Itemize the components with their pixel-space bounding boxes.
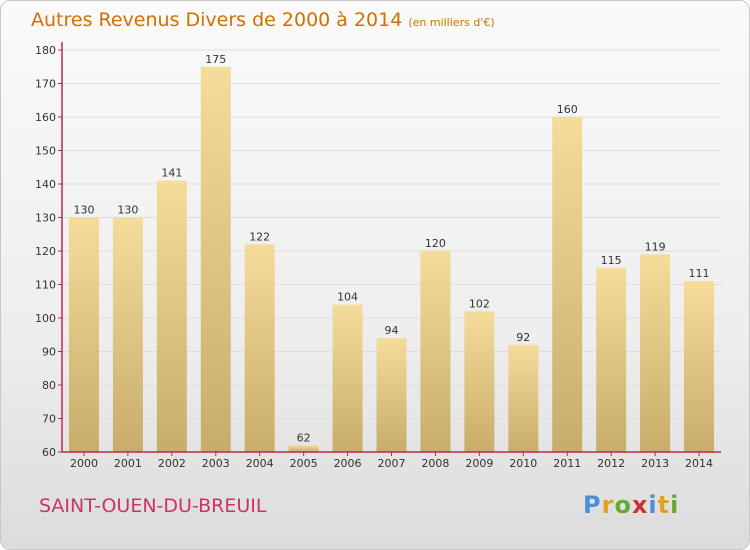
x-tick-label: 2009 bbox=[465, 457, 493, 470]
data-labels: 130 130 141 175 122 62 104 94 120 102 92 160 115 119 1… bbox=[73, 53, 709, 445]
axes: 60 70 80 90 100 110 120 130 140 150 160 170 180 2000 2… bbox=[35, 42, 721, 470]
y-tick-label: 170 bbox=[35, 78, 56, 91]
data-label: 141 bbox=[161, 167, 182, 180]
x-tick-label: 2002 bbox=[158, 457, 186, 470]
bar bbox=[552, 117, 583, 452]
x-tick-label: 2014 bbox=[685, 457, 713, 470]
y-tick-label: 120 bbox=[35, 245, 56, 258]
x-tick-label: 2010 bbox=[509, 457, 537, 470]
data-label: 120 bbox=[425, 237, 446, 250]
y-tick-label: 100 bbox=[35, 312, 56, 325]
data-label: 122 bbox=[249, 230, 270, 243]
data-label: 62 bbox=[297, 431, 311, 444]
x-tick-label: 2003 bbox=[202, 457, 230, 470]
y-tick-label: 110 bbox=[35, 279, 56, 292]
bar bbox=[684, 281, 715, 452]
data-label: 130 bbox=[73, 204, 94, 217]
y-tick-label: 60 bbox=[42, 446, 56, 459]
y-tick-label: 140 bbox=[35, 178, 56, 191]
bar bbox=[112, 217, 143, 452]
x-tick-label: 2005 bbox=[290, 457, 318, 470]
bar bbox=[508, 344, 539, 452]
bar bbox=[288, 445, 319, 452]
location-name: SAINT-OUEN-DU-BREUIL bbox=[39, 495, 267, 517]
x-tick-label: 2001 bbox=[114, 457, 142, 470]
bar bbox=[464, 311, 495, 452]
y-tick-label: 80 bbox=[42, 379, 56, 392]
x-tick-label: 2006 bbox=[334, 457, 362, 470]
y-tick-label: 180 bbox=[35, 44, 56, 57]
bar bbox=[332, 304, 363, 452]
x-tick-label: 2013 bbox=[641, 457, 669, 470]
data-label: 111 bbox=[689, 267, 710, 280]
logo-letter: t bbox=[657, 491, 671, 519]
x-tick-label: 2012 bbox=[597, 457, 625, 470]
logo-letter: i bbox=[670, 491, 680, 519]
data-label: 94 bbox=[385, 324, 399, 337]
x-tick-label: 2004 bbox=[246, 457, 274, 470]
bar bbox=[156, 180, 187, 452]
bars bbox=[68, 66, 715, 452]
proxiti-logo: Proxiti bbox=[583, 491, 679, 519]
x-tick-label: 2011 bbox=[553, 457, 581, 470]
y-tick-label: 160 bbox=[35, 111, 56, 124]
bar bbox=[68, 217, 99, 452]
subtitle-text: (en milliers d'€) bbox=[408, 16, 495, 29]
y-tick-label: 90 bbox=[42, 346, 56, 359]
bar bbox=[420, 251, 451, 452]
y-tick-label: 150 bbox=[35, 145, 56, 158]
logo-letter: r bbox=[601, 491, 615, 519]
x-tick-label: 2007 bbox=[378, 457, 406, 470]
bar bbox=[376, 338, 407, 452]
logo-letter: o bbox=[614, 491, 632, 519]
bar bbox=[640, 254, 671, 452]
data-label: 175 bbox=[205, 53, 226, 66]
data-label: 102 bbox=[469, 297, 490, 310]
logo-letter: i bbox=[648, 491, 658, 519]
x-tick-label: 2008 bbox=[421, 457, 449, 470]
data-label: 92 bbox=[516, 331, 530, 344]
logo-letter: P bbox=[583, 491, 602, 519]
y-tick-label: 130 bbox=[35, 212, 56, 225]
bar bbox=[200, 66, 231, 452]
logo-letter: x bbox=[631, 491, 649, 519]
x-tick-label: 2000 bbox=[70, 457, 98, 470]
bar bbox=[244, 244, 275, 452]
data-label: 160 bbox=[557, 103, 578, 116]
data-label: 115 bbox=[601, 254, 622, 267]
title-text: Autres Revenus Divers de 2000 à 2014 bbox=[31, 9, 403, 31]
data-label: 119 bbox=[645, 240, 666, 253]
data-label: 104 bbox=[337, 291, 358, 304]
bar bbox=[596, 267, 627, 452]
y-tick-label: 70 bbox=[42, 413, 56, 426]
data-label: 130 bbox=[117, 204, 138, 217]
chart-title: Autres Revenus Divers de 2000 à 2014 (en … bbox=[31, 9, 495, 31]
